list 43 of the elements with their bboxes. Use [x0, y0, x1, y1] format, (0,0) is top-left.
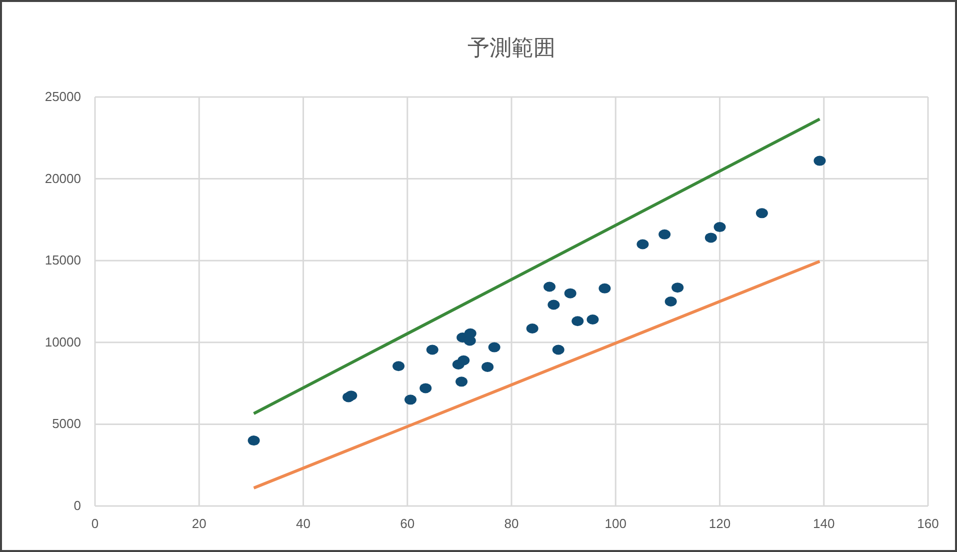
- x-tick-label: 140: [813, 516, 835, 531]
- chart-title: 予測範囲: [468, 35, 556, 60]
- x-tick-label: 0: [91, 516, 99, 531]
- point: [586, 314, 599, 324]
- x-tick-label: 160: [917, 516, 939, 531]
- point: [248, 436, 260, 446]
- x-tick-label: 20: [192, 516, 206, 531]
- x-tick-label: 100: [604, 516, 626, 531]
- y-tick-label: 15000: [44, 252, 81, 268]
- x-tick-label: 80: [504, 516, 519, 531]
- point: [672, 282, 684, 293]
- y-tick-label: 20000: [44, 170, 81, 186]
- point: [704, 232, 717, 243]
- point: [482, 362, 494, 372]
- point: [464, 336, 476, 346]
- point: [420, 383, 432, 394]
- point: [564, 288, 576, 298]
- point: [814, 156, 826, 166]
- point: [488, 342, 500, 352]
- point: [664, 296, 677, 306]
- point: [714, 222, 726, 232]
- y-tick-label: 10000: [44, 334, 81, 350]
- point: [345, 390, 358, 401]
- point: [426, 344, 438, 355]
- point: [458, 355, 470, 366]
- point: [572, 316, 584, 326]
- point: [526, 323, 538, 334]
- point: [544, 282, 556, 292]
- point: [456, 376, 468, 387]
- point: [548, 300, 560, 310]
- y-tick-label: 0: [74, 498, 81, 513]
- y-tick-label: 5000: [52, 416, 81, 432]
- point: [552, 344, 564, 355]
- x-tick-label: 120: [708, 516, 731, 531]
- point: [404, 394, 416, 405]
- point: [658, 229, 671, 240]
- point: [598, 283, 611, 294]
- x-tick-label: 40: [296, 516, 310, 531]
- point: [636, 239, 649, 250]
- y-tick-label: 25000: [44, 89, 81, 104]
- x-tick-label: 60: [400, 516, 415, 531]
- point: [756, 208, 768, 218]
- point: [392, 361, 405, 372]
